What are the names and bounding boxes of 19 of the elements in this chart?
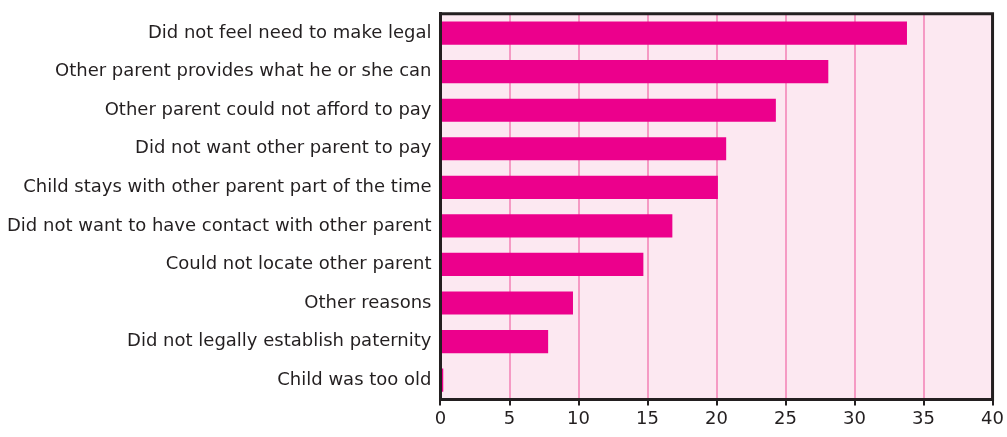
y-tick-label: Did not legally establish paternity: [127, 329, 432, 351]
y-tick-label: Other parent provides what he or she can: [55, 59, 432, 81]
x-tick-label: 5: [503, 406, 516, 428]
y-tick-label: Could not locate other parent: [165, 252, 432, 274]
x-tick-label: 30: [843, 406, 866, 428]
y-tick-label: Other reasons: [304, 290, 432, 312]
x-tick-label: 15: [636, 406, 659, 428]
y-tick-label: Other parent could not afford to pay: [104, 97, 432, 119]
x-tick-label: 10: [567, 406, 590, 428]
x-tick-label: 40: [981, 406, 1004, 428]
y-tick-label: Did not want other parent to pay: [135, 136, 432, 158]
y-tick-label: Did not want to have contact with other parent: [6, 213, 432, 235]
x-tick-label: 25: [774, 406, 797, 428]
x-tick-label: 20: [705, 406, 728, 428]
y-tick-label: Did not feel need to make legal: [147, 20, 432, 42]
y-tick-label: Child stays with other parent part of the time: [23, 174, 432, 196]
x-tick-label: 35: [912, 406, 935, 428]
x-tick-label: 0: [434, 406, 447, 428]
y-tick-label: Child was too old: [277, 367, 432, 389]
